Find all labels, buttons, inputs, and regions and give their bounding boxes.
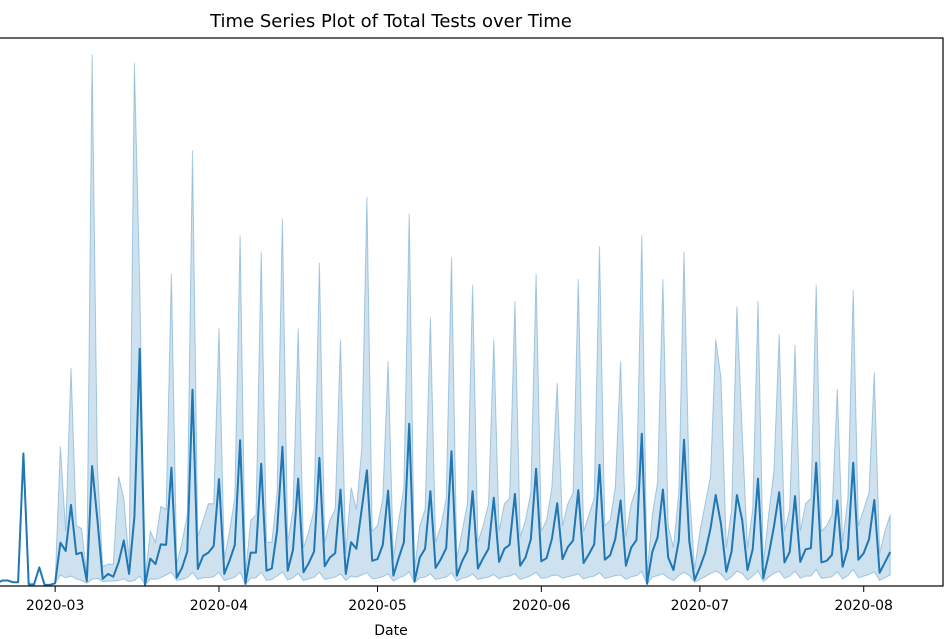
x-tick-label: 2020-06 <box>512 598 571 614</box>
x-tick-label: 2020-07 <box>671 598 730 614</box>
x-tick-label: 2020-05 <box>348 598 407 614</box>
x-tick-label: 2020-04 <box>190 598 249 614</box>
chart-title: Time Series Plot of Total Tests over Tim… <box>209 11 572 32</box>
series-line <box>0 347 892 586</box>
x-tick-label: 2020-03 <box>26 598 85 614</box>
plot-area <box>0 37 944 587</box>
x-tick-label: 2020-08 <box>834 598 893 614</box>
x-axis-ticks: 2020-03 2020-04 2020-05 2020-06 2020-07 2020-… <box>26 586 893 614</box>
x-axis-label: Date <box>374 623 407 639</box>
plot-frame <box>0 37 944 587</box>
